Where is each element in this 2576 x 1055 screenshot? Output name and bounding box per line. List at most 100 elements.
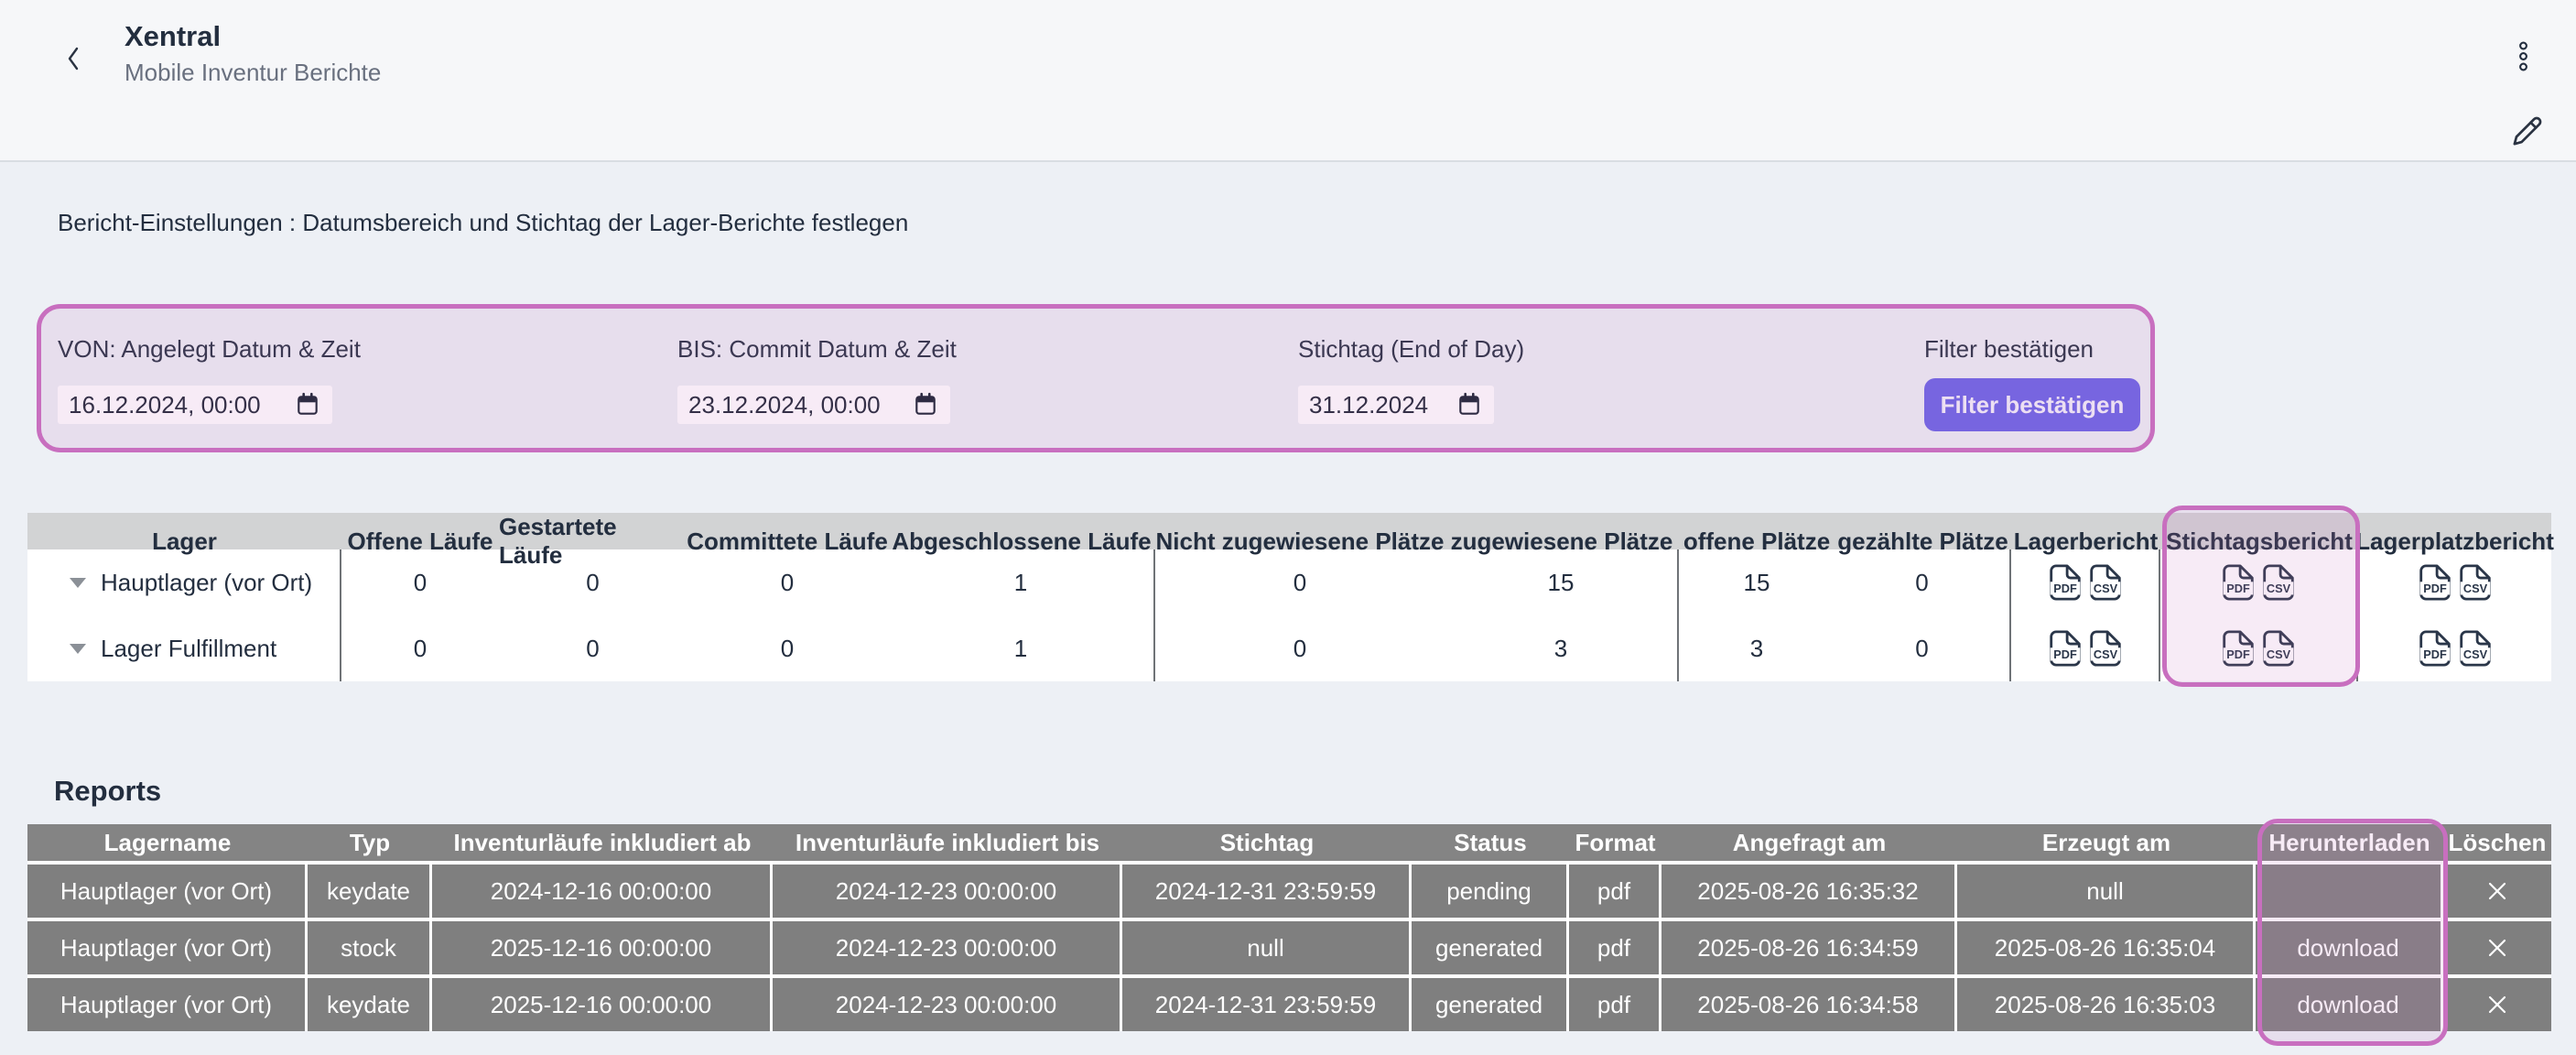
column-header: Angefragt am (1732, 828, 1887, 856)
report-row: Hauptlager (vor Ort) stock 2025-12-16 00… (27, 921, 2551, 974)
warehouse-expand-toggle[interactable]: Hauptlager (vor Ort) (27, 549, 341, 615)
calendar-icon[interactable] (914, 392, 937, 418)
column-header: Löschen (2448, 828, 2547, 856)
svg-text:CSV: CSV (2462, 647, 2487, 661)
csv-file-icon[interactable]: CSV (2089, 630, 2121, 667)
report-row: Hauptlager (vor Ort) keydate 2025-12-16 … (27, 978, 2551, 1031)
filter-to-group: BIS: Commit Datum & Zeit 23.12.2024, 00:… (677, 335, 957, 424)
chevron-left-icon (65, 45, 81, 72)
svg-text:PDF: PDF (2423, 582, 2447, 595)
x-close-icon (2484, 878, 2510, 904)
column-header: Abgeschlossene Läufe (892, 527, 1152, 555)
cell-erzeugt-am: 2025-08-26 16:35:04 (1957, 921, 2256, 974)
to-datetime-input[interactable]: 23.12.2024, 00:00 (677, 386, 950, 424)
column-header: Inventurläufe inkludiert bis (795, 828, 1100, 856)
svg-text:CSV: CSV (2267, 647, 2291, 661)
warehouse-table: Lager Offene Läufe Gestartete Läufe Comm… (27, 513, 2554, 681)
pencil-icon (2512, 115, 2543, 147)
pdf-file-icon[interactable]: PDF (2419, 630, 2451, 667)
cell-loeschen (2443, 978, 2551, 1031)
kebab-menu-icon (2516, 40, 2530, 73)
keydate-value: 31.12.2024 (1309, 390, 1429, 419)
svg-text:CSV: CSV (2462, 582, 2487, 595)
cell-format: pdf (1569, 865, 1661, 918)
reports-table-header: Lagername Typ Inventurläufe inkludiert a… (27, 824, 2551, 861)
cell-zugewiesene-plaetze: 3 (1445, 615, 1679, 681)
pdf-file-icon[interactable]: PDF (2223, 564, 2254, 601)
calendar-icon[interactable] (296, 392, 319, 418)
delete-report-button[interactable] (2484, 935, 2510, 961)
cell-gestartete-laeufe: 0 (586, 634, 600, 662)
column-header: gezählte Plätze (1837, 527, 2008, 555)
caret-down-icon (70, 577, 86, 588)
cell-loeschen (2443, 921, 2551, 974)
edit-button[interactable] (2508, 112, 2547, 150)
cell-lagername: Hauptlager (vor Ort) (27, 978, 308, 1031)
svg-text:PDF: PDF (2053, 647, 2077, 661)
csv-file-icon[interactable]: CSV (2459, 630, 2491, 667)
stichtagsbericht-cell: PDF CSV (2160, 615, 2358, 681)
filter-from-label: VON: Angelegt Datum & Zeit (58, 335, 361, 363)
pdf-file-icon[interactable]: PDF (2049, 630, 2081, 667)
lagerplatzbericht-cell: PDF CSV (2358, 615, 2551, 681)
calendar-icon[interactable] (1457, 392, 1481, 418)
warehouse-expand-toggle[interactable]: Lager Fulfillment (27, 615, 341, 681)
column-header: Lager (152, 527, 217, 555)
lagerbericht-cell: PDF CSV (2011, 549, 2160, 615)
svg-text:CSV: CSV (2093, 582, 2117, 595)
keydate-input[interactable]: 31.12.2024 (1298, 386, 1494, 424)
cell-stichtag: null (1122, 921, 1412, 974)
column-header: Herunterladen (2268, 828, 2430, 856)
pdf-file-icon[interactable]: PDF (2419, 564, 2451, 601)
csv-file-icon[interactable]: CSV (2459, 564, 2491, 601)
warehouse-name: Hauptlager (vor Ort) (101, 568, 313, 596)
page-subtitle: Mobile Inventur Berichte (124, 59, 382, 86)
pdf-file-icon[interactable]: PDF (2223, 630, 2254, 667)
cell-abgeschlossene-laeufe: 1 (888, 615, 1155, 681)
column-header: Nicht zugewiesene Plätze (1155, 527, 1445, 555)
cell-typ: keydate (308, 865, 432, 918)
back-button[interactable] (57, 40, 90, 77)
cell-inkludiert-ab: 2024-12-16 00:00:00 (432, 865, 773, 918)
cell-abgeschlossene-laeufe: 1 (888, 549, 1155, 615)
cell-zugewiesene-plaetze: 15 (1445, 549, 1679, 615)
cell-stichtag: 2024-12-31 23:59:59 (1122, 978, 1412, 1031)
cell-stichtag: 2024-12-31 23:59:59 (1122, 865, 1412, 918)
reports-table: Lagername Typ Inventurläufe inkludiert a… (27, 824, 2551, 1031)
cell-angefragt-am: 2025-08-26 16:34:58 (1661, 978, 1957, 1031)
cell-erzeugt-am: null (1957, 865, 2256, 918)
report-row: Hauptlager (vor Ort) keydate 2024-12-16 … (27, 865, 2551, 918)
from-datetime-input[interactable]: 16.12.2024, 00:00 (58, 386, 332, 424)
download-link[interactable]: download (2256, 978, 2443, 1031)
filter-confirm-group: Filter bestätigen Filter bestätigen (1924, 335, 2140, 431)
svg-text:PDF: PDF (2226, 582, 2250, 595)
caret-down-icon (70, 643, 86, 654)
svg-text:PDF: PDF (2423, 647, 2447, 661)
column-header: Stichtagsbericht (2166, 527, 2353, 555)
column-header: Stichtag (1219, 828, 1315, 856)
cell-inkludiert-bis: 2024-12-23 00:00:00 (773, 865, 1122, 918)
cell-offene-plaetze: 15 (1743, 568, 1770, 596)
column-header: Status (1454, 828, 1527, 856)
column-header: Committete Läufe (687, 527, 888, 555)
csv-file-icon[interactable]: CSV (2089, 564, 2121, 601)
download-link[interactable]: download (2256, 921, 2443, 974)
overflow-menu-button[interactable] (2505, 37, 2541, 77)
filter-confirm-button[interactable]: Filter bestätigen (1924, 378, 2140, 431)
lagerplatzbericht-cell: PDF CSV (2358, 549, 2551, 615)
csv-file-icon[interactable]: CSV (2263, 564, 2294, 601)
column-header: Offene Läufe (347, 527, 493, 555)
column-header: Inventurläufe inkludiert ab (453, 828, 752, 856)
delete-report-button[interactable] (2484, 992, 2510, 1017)
cell-format: pdf (1569, 921, 1661, 974)
cell-committete-laeufe: 0 (780, 634, 795, 662)
warehouse-row: Hauptlager (vor Ort) 0 0 0 1 0 15 15 0 (27, 549, 2551, 615)
cell-status: generated (1412, 921, 1569, 974)
pdf-file-icon[interactable]: PDF (2049, 564, 2081, 601)
delete-report-button[interactable] (2484, 878, 2510, 904)
cell-gestartete-laeufe: 0 (586, 568, 600, 596)
csv-file-icon[interactable]: CSV (2263, 630, 2294, 667)
cell-gezaehlte-plaetze: 0 (1835, 615, 2011, 681)
cell-nicht-zugewiesene-plaetze: 0 (1293, 568, 1307, 596)
